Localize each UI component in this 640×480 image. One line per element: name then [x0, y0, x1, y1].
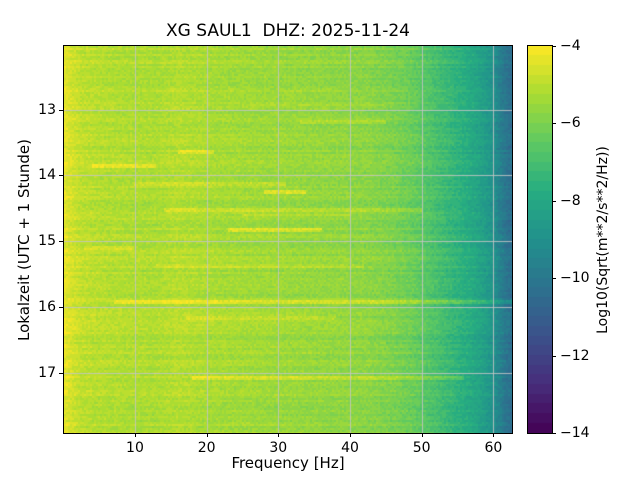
- x-tick-mark: [350, 433, 351, 437]
- y-tick-mark: [59, 175, 63, 177]
- spectrogram-heatmap: [64, 46, 512, 433]
- colorbar: [528, 46, 552, 433]
- colorbar-tick-mark: [552, 278, 556, 280]
- x-tick-label: 50: [412, 440, 431, 456]
- colorbar-tick-label: −4: [560, 38, 581, 54]
- colorbar-tick-mark: [552, 200, 556, 202]
- y-tick-label: 17: [38, 364, 56, 381]
- colorbar-tick-label: −12: [560, 347, 590, 364]
- x-tick-label: 30: [269, 440, 288, 456]
- chart-title: XG SAUL1 DHZ: 2025-11-24: [166, 21, 410, 41]
- colorbar-label: Log10(Sqrt(m**2/s**2/Hz)): [595, 146, 611, 334]
- x-tick-mark: [134, 433, 136, 437]
- colorbar-tick-label: −10: [560, 270, 590, 287]
- y-tick-label: 13: [38, 101, 56, 118]
- y-tick-mark: [59, 109, 63, 111]
- colorbar-tick-mark: [552, 433, 556, 434]
- x-tick-label: 60: [484, 440, 503, 456]
- colorbar-tick-mark: [552, 355, 556, 357]
- y-tick-mark: [59, 306, 63, 308]
- colorbar-tick-label: −14: [560, 425, 590, 441]
- x-axis-label: Frequency [Hz]: [231, 454, 345, 472]
- y-tick-mark: [59, 372, 63, 374]
- x-tick-mark: [278, 433, 280, 437]
- y-tick-label: 14: [38, 167, 56, 184]
- x-tick-label: 20: [197, 440, 216, 456]
- y-tick-label: 15: [38, 233, 56, 250]
- y-tick-label: 16: [38, 298, 56, 315]
- x-tick-label: 40: [341, 440, 359, 456]
- x-tick-mark: [206, 433, 208, 437]
- x-tick-mark: [421, 433, 423, 437]
- colorbar-tick-mark: [552, 123, 556, 125]
- colorbar-tick-mark: [552, 46, 556, 47]
- colorbar-tick-label: −6: [560, 115, 581, 132]
- y-tick-mark: [59, 241, 63, 243]
- x-tick-mark: [493, 433, 495, 437]
- x-tick-label: 10: [126, 440, 144, 456]
- y-axis-label: Lokalzeit (UTC + 1 Stunde): [15, 139, 33, 341]
- colorbar-tick-label: −8: [560, 192, 581, 209]
